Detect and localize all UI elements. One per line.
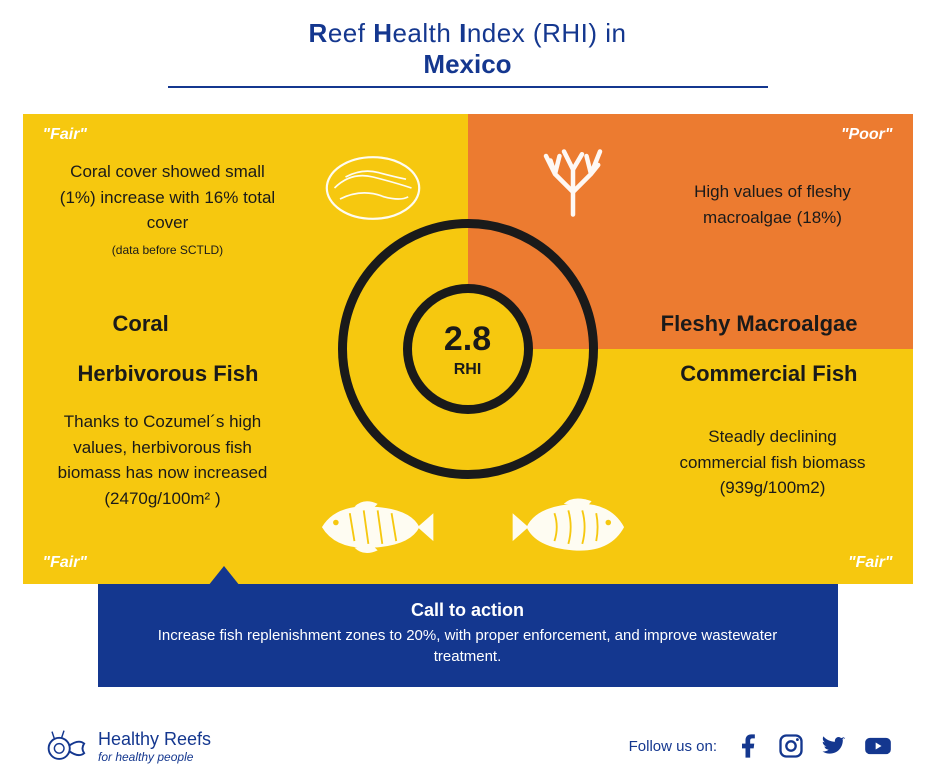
quadrant-grid: "Fair" Coral cover showed small (1%) inc… (23, 114, 913, 584)
center-value-wrap: 2.8 RHI (403, 284, 533, 414)
footer: Healthy Reefs for healthy people Follow … (0, 722, 935, 770)
rating-badge: "Fair" (43, 554, 88, 572)
youtube-icon[interactable] (861, 732, 895, 760)
cta-heading: Call to action (138, 600, 798, 621)
quadrant-description: Steadly declining commercial fish biomas… (663, 424, 883, 501)
category-label: Fleshy Macroalgae (661, 311, 858, 337)
org-logo: Healthy Reefs for healthy people (40, 722, 211, 770)
follow-label: Follow us on: (629, 738, 717, 755)
page-subtitle: Mexico (0, 49, 935, 80)
snail-fish-icon (40, 722, 88, 770)
twitter-icon[interactable] (819, 732, 847, 760)
header: Reef Health Index (RHI) in Mexico (0, 0, 935, 114)
category-label: Coral (113, 311, 169, 337)
rhi-label: RHI (454, 361, 482, 379)
social-links: Follow us on: (629, 732, 895, 760)
parrotfish-icon (308, 490, 438, 564)
category-label: Herbivorous Fish (78, 361, 259, 387)
facebook-icon[interactable] (735, 732, 763, 760)
call-to-action: Call to action Increase fish replenishme… (98, 584, 838, 687)
cta-wrap: Call to action Increase fish replenishme… (98, 584, 838, 687)
quadrant-description: High values of fleshy macroalgae (18%) (663, 179, 883, 230)
org-name: Healthy Reefs for healthy people (98, 729, 211, 764)
title-divider (168, 86, 768, 88)
grouper-icon (508, 490, 638, 564)
page-title: Reef Health Index (RHI) in (0, 18, 935, 49)
quadrant-description: Coral cover showed small (1%) increase w… (53, 159, 283, 261)
rating-badge: "Fair" (43, 126, 88, 144)
rating-badge: "Fair" (848, 554, 893, 572)
rating-badge: "Poor" (841, 126, 893, 144)
rhi-value: 2.8 (444, 320, 491, 359)
title-letter: R (309, 18, 328, 48)
branching-coral-icon (528, 129, 618, 219)
center-dial: 2.8 RHI (338, 219, 598, 479)
cta-pointer (208, 566, 240, 586)
cta-body: Increase fish replenishment zones to 20%… (138, 625, 798, 667)
brain-coral-icon (318, 144, 428, 221)
instagram-icon[interactable] (777, 732, 805, 760)
quadrant-description: Thanks to Cozumel´s high values, herbivo… (43, 409, 283, 511)
category-label: Commercial Fish (680, 361, 857, 387)
